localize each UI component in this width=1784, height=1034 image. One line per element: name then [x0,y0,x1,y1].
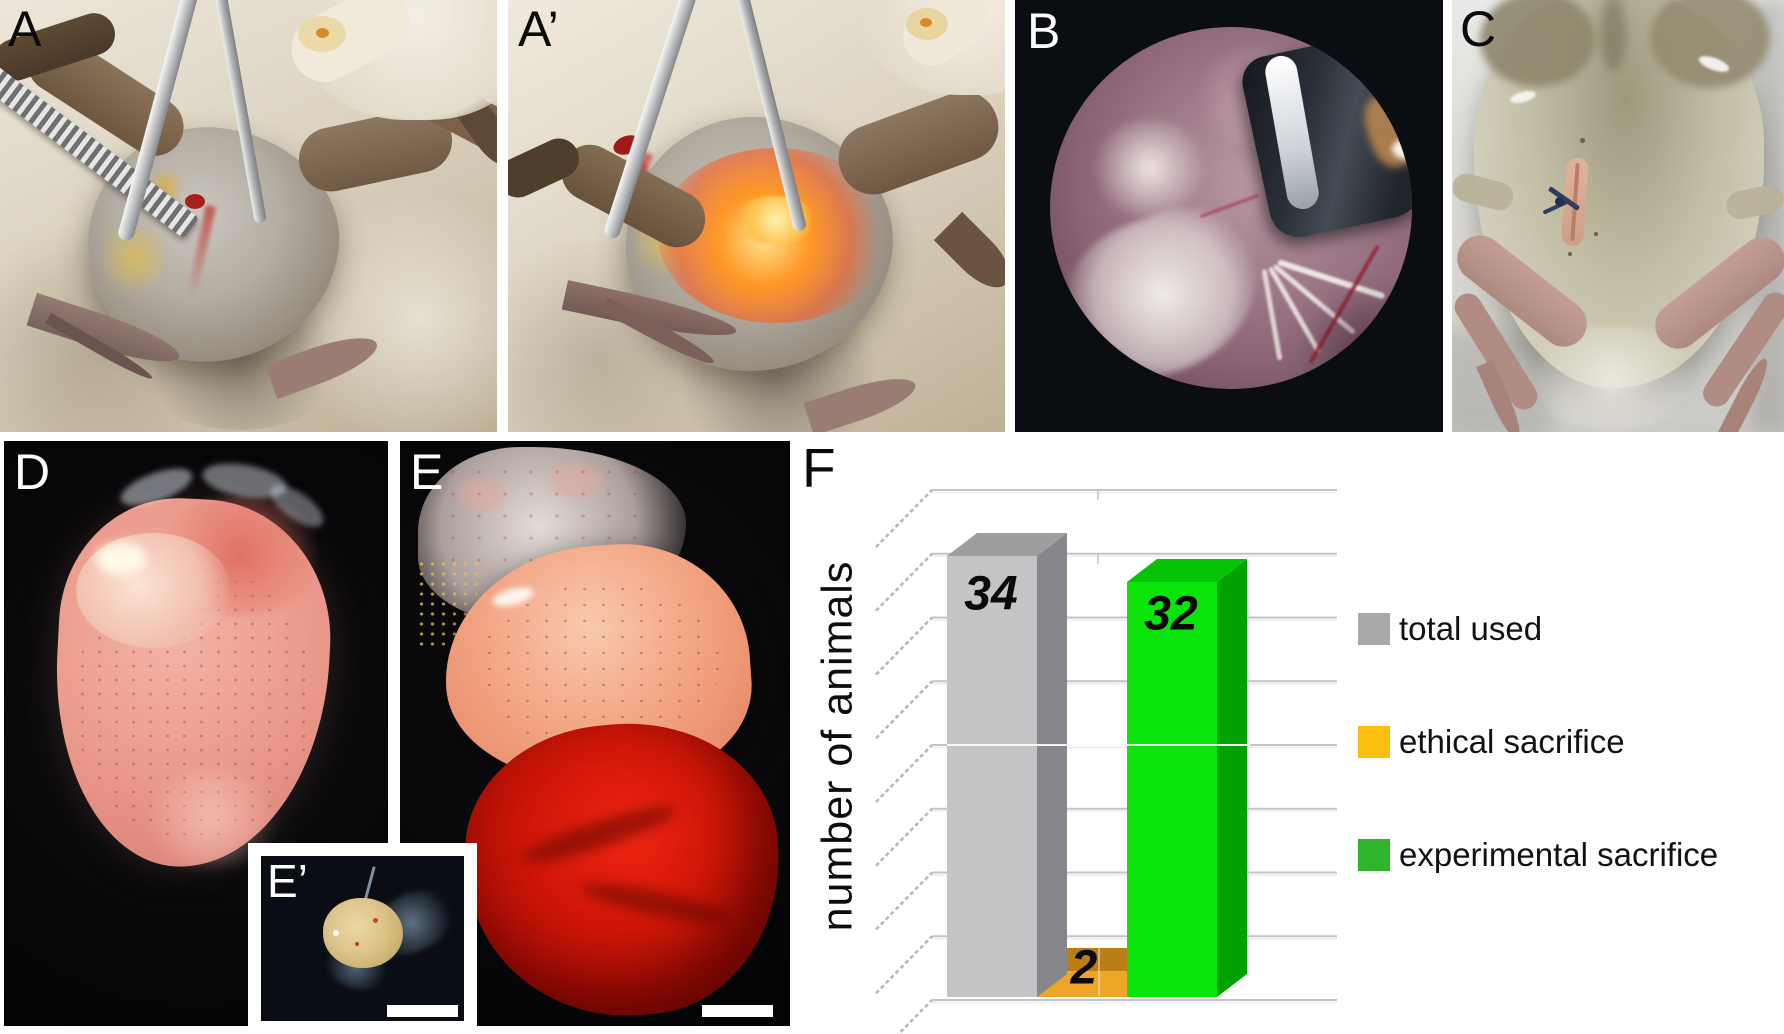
skin-spot-2 [1594,232,1598,236]
svg-text:32: 32 [1144,588,1198,641]
panel-f-label: F [802,437,836,499]
panel-e-label: E [410,444,444,500]
legend-label-experimental-sacrifice: experimental sacrifice [1399,836,1719,873]
panel-d-label: D [14,444,51,500]
panel-b-endoscopy-photo: B [1015,0,1443,432]
legend-item-experimental-sacrifice: experimental sacrifice [1358,836,1718,874]
fingertip-stain [316,28,329,38]
panel-f-chart: 34 2 32 F number of animals total used eth… [790,433,1784,1034]
y-axis-label: number of animals [813,560,862,932]
panel-c-sutured-frog-photo: C [1452,0,1784,432]
frog-right-foot [933,211,1005,299]
fingertip-stain [920,18,932,27]
circle-shadow [1295,289,1412,389]
lung-pink-mottle-2 [550,463,602,499]
panel-d-heart-photo: D [4,441,388,1026]
organ-red-speck-1 [373,918,378,923]
inset-inner: E’ [261,856,464,1021]
panel-c-label: C [1460,1,1497,57]
tissue-white-fan [1050,188,1281,389]
skin-spot-1 [1580,138,1585,143]
legend-item-total-used: total used [1358,610,1542,648]
legend-label-total-used: total used [1399,610,1543,647]
panel-e-prime-inset: E’ [248,843,477,1034]
shoulder-crease [1600,0,1626,71]
panel-e-organs-photo: E [400,441,790,1026]
legend-item-ethical-sacrifice: ethical sacrifice [1358,723,1625,761]
suture-knot [1555,197,1564,206]
legend-swatch-ethical-sacrifice [1358,726,1390,758]
svg-text:34: 34 [964,568,1017,621]
legend-label-ethical-sacrifice: ethical sacrifice [1399,723,1625,760]
lung-pink-mottle-1 [458,477,504,511]
scale-bar [387,1005,458,1017]
frog-right-thigh [829,81,1005,205]
skin-spot-3 [1568,252,1572,256]
organ-red-speck-2 [355,942,359,946]
legend-swatch-experimental-sacrifice [1358,839,1390,871]
instrument-white-glint [1392,139,1412,159]
liver-speckles [480,581,720,751]
heart-glare [96,543,146,575]
panel-b-label: B [1027,3,1061,59]
shoulder-left [1480,0,1595,87]
vessel-red-line-2 [1199,193,1260,219]
panel-a-photo: A [0,0,497,432]
panel-e-prime-label: E’ [267,856,308,907]
tissue-white-patch [1092,119,1207,217]
scale-bar [702,1005,773,1017]
organ-glint [333,930,339,936]
shoulder-right [1650,0,1770,88]
panel-a-prime-label: A’ [518,1,559,57]
legend-swatch-total-used [1358,613,1390,645]
endoscope-view-circle [1050,27,1412,389]
svg-text:2: 2 [1070,942,1098,995]
incision-point [185,194,205,209]
panel-a-prime-photo: A’ [508,0,1005,432]
panel-a-label: A [8,1,42,57]
bar-chart: 34 2 32 [875,489,1337,1034]
